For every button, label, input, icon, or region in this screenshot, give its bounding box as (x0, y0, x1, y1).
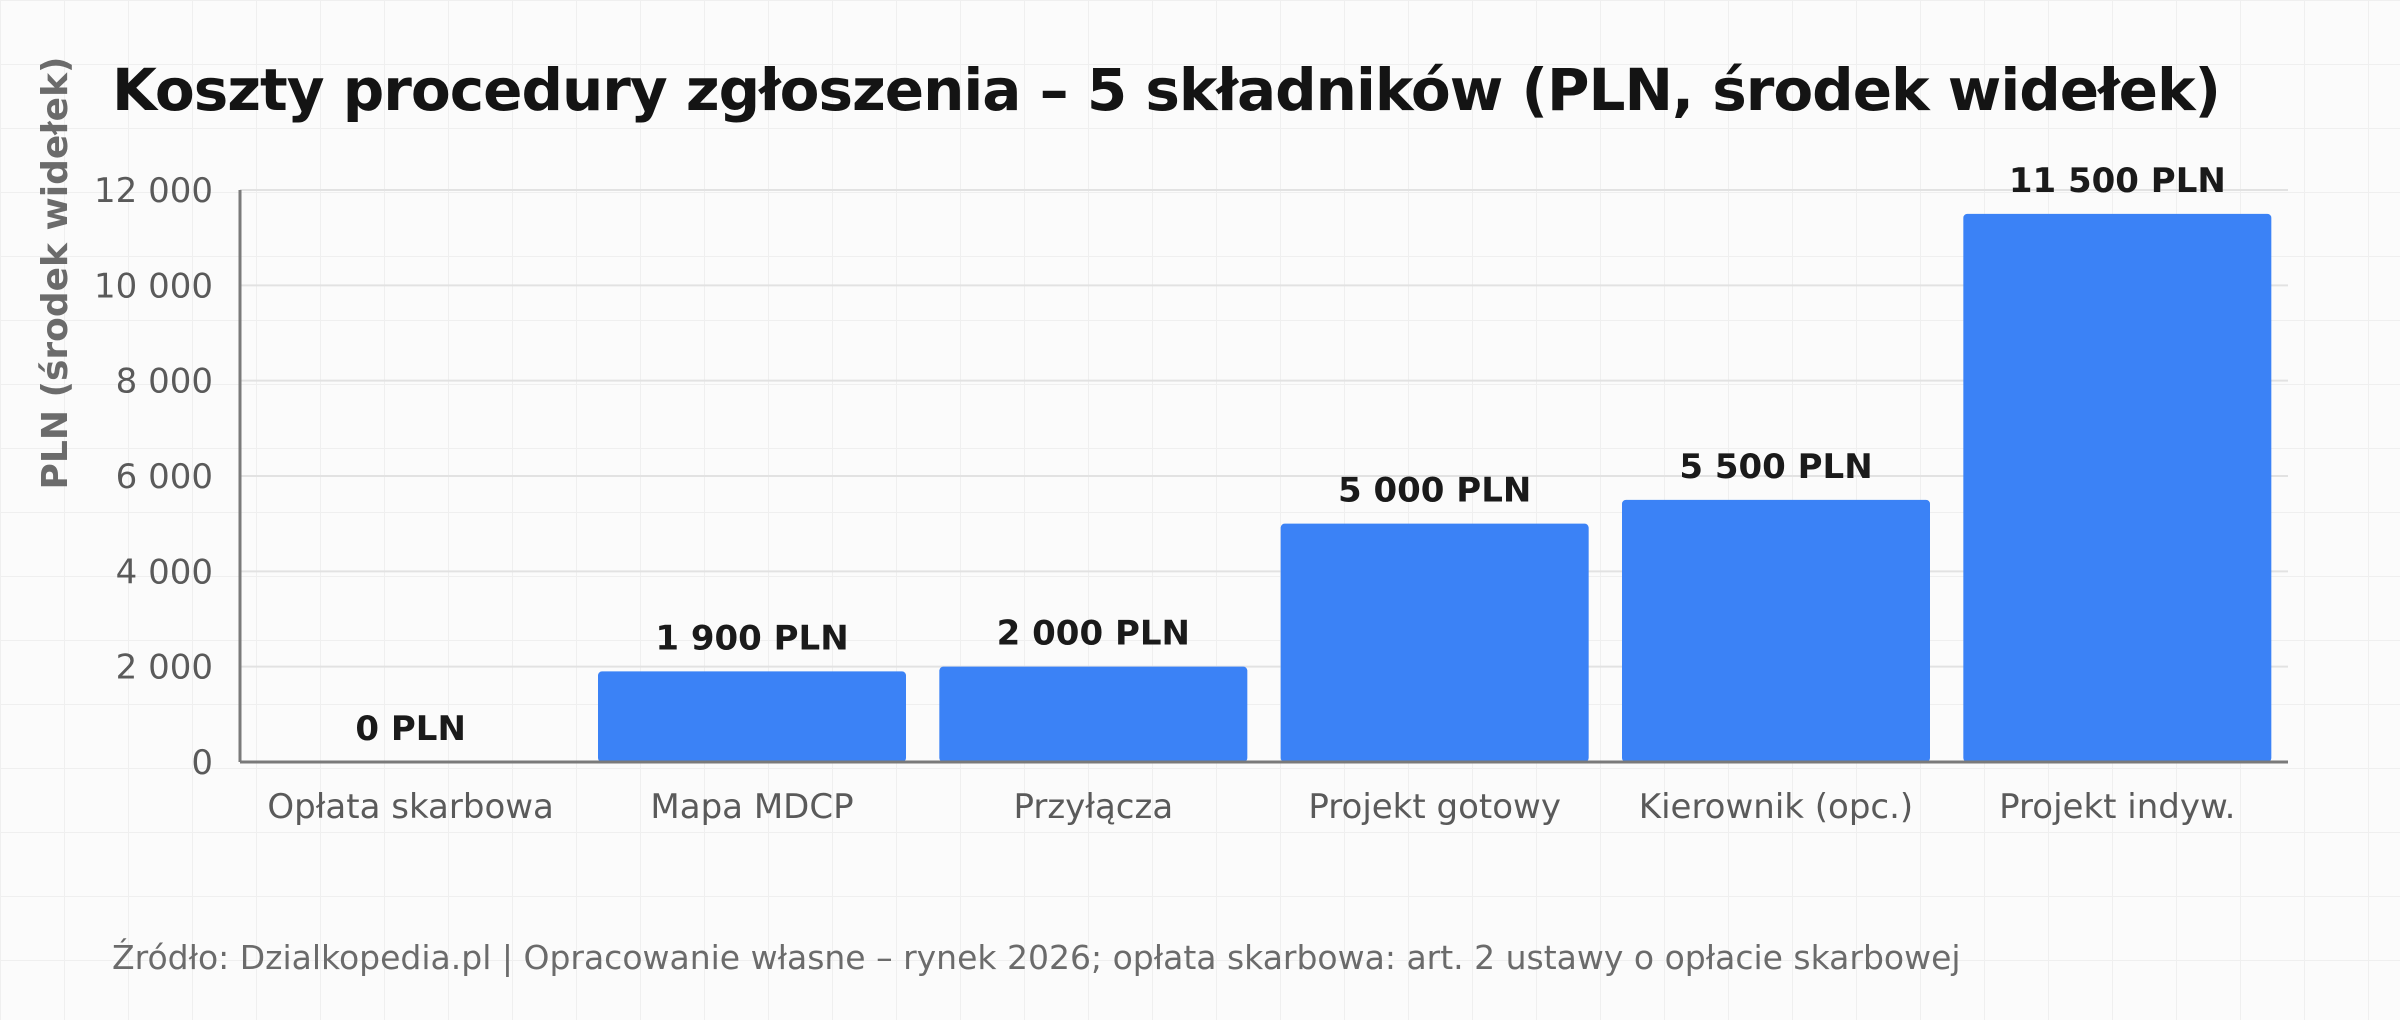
x-tick-label: Projekt indyw. (1999, 787, 2235, 827)
x-tick-labels: Opłata skarbowa Mapa MDCP Przyłącza Projekt… (267, 787, 2235, 827)
y-grid-lines (240, 189, 2288, 668)
y-tick-label: 4 000 (116, 552, 213, 592)
bar (598, 671, 906, 762)
y-tick-label: 2 000 (116, 648, 213, 688)
y-tick-label: 6 000 (116, 457, 213, 497)
chart-title: Koszty procedury zgłoszenia – 5 składnik… (112, 56, 2221, 124)
data-label: 5 000 PLN (1338, 471, 1531, 511)
data-label: 11 500 PLN (2009, 161, 2226, 201)
data-labels: 0 PLN 1 900 PLN 2 000 PLN 5 000 PLN 5 500 PL… (355, 161, 2225, 749)
bar (1963, 213, 2272, 763)
source-note: Źródło: Dzialkopedia.pl | Opracowanie wł… (112, 938, 1961, 977)
y-tick-labels: 0 2 000 4 000 6 000 8 000 10 000 12 000 (94, 171, 213, 783)
data-label: 5 500 PLN (1679, 447, 1872, 487)
x-tick-label: Przyłącza (1013, 787, 1173, 827)
bars (598, 213, 2272, 763)
y-tick-label: 8 000 (116, 362, 213, 402)
x-tick-label: Opłata skarbowa (267, 787, 553, 827)
x-tick-label: Mapa MDCP (650, 787, 853, 827)
x-tick-label: Projekt gotowy (1308, 787, 1561, 827)
bar (1280, 523, 1589, 762)
y-tick-label: 10 000 (94, 266, 213, 306)
data-label: 2 000 PLN (997, 614, 1190, 654)
y-tick-label: 12 000 (94, 171, 213, 211)
x-tick-label: Kierownik (opc.) (1639, 787, 1913, 827)
bar (939, 666, 1248, 762)
y-axis-label: PLN (środek widełek) (35, 57, 76, 490)
bar (1622, 499, 1930, 762)
data-label: 0 PLN (355, 709, 466, 749)
y-tick-label: 0 (191, 743, 213, 783)
data-label: 1 900 PLN (655, 618, 848, 658)
